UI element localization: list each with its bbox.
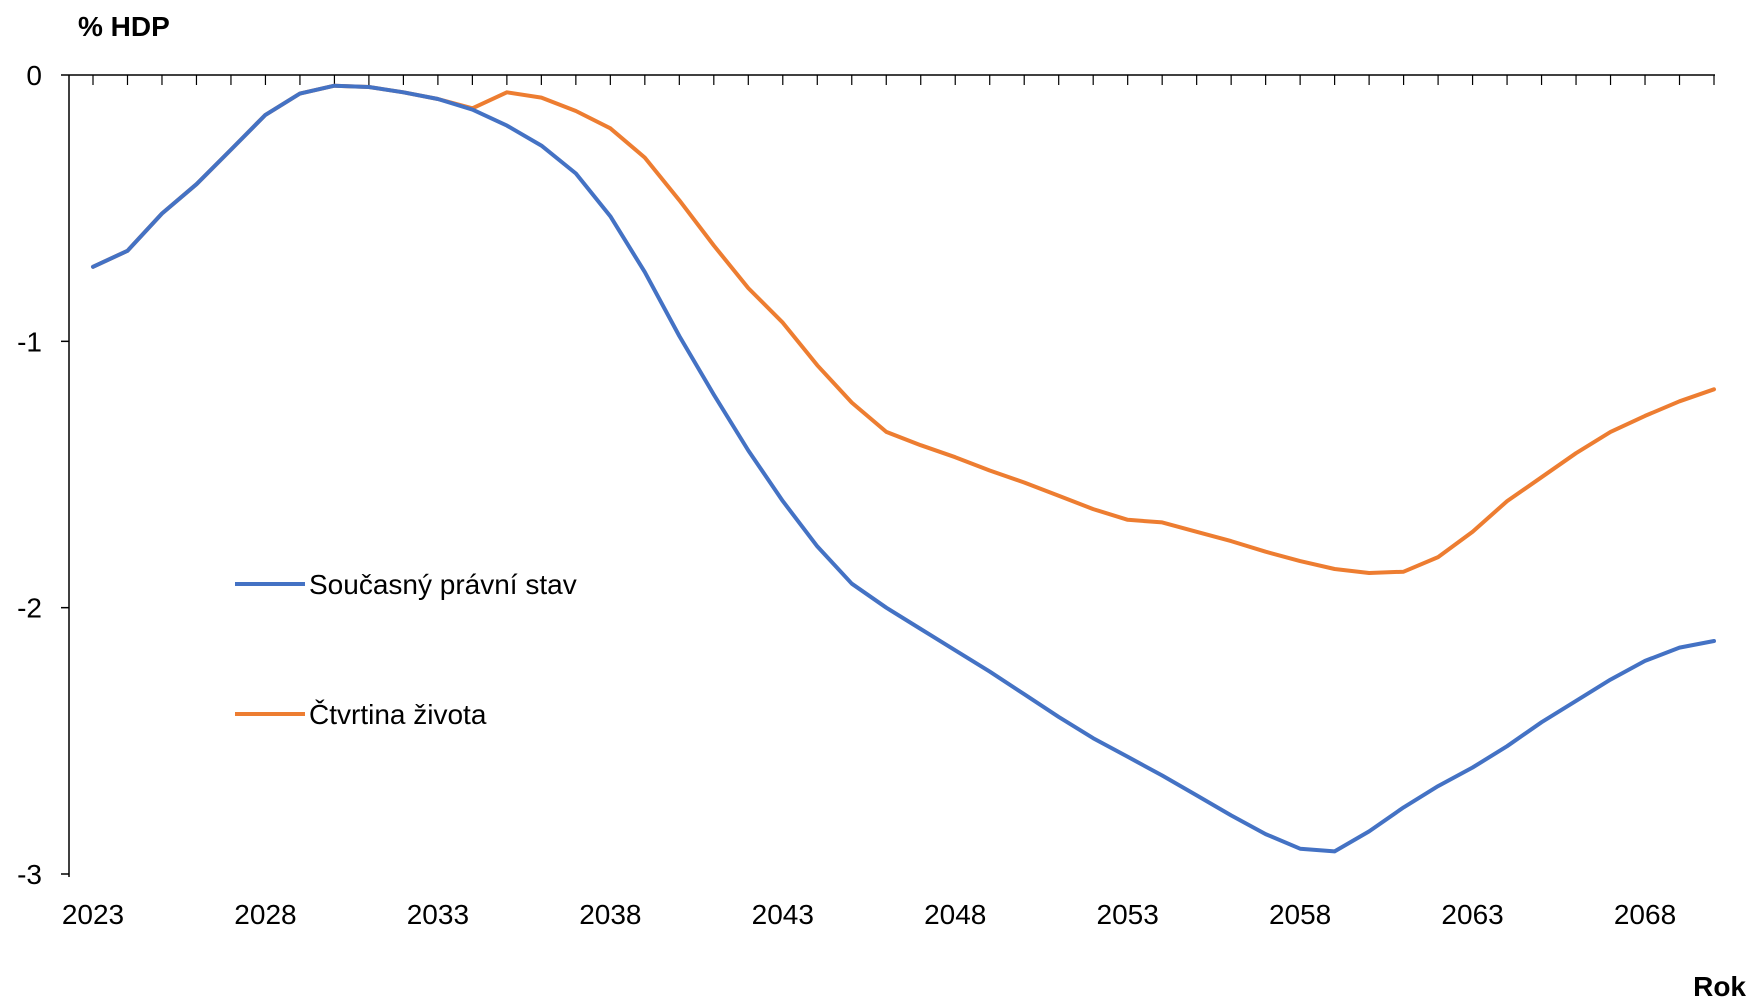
x-tick-label: 2023 — [62, 899, 124, 930]
y-tick-label: -2 — [17, 593, 42, 624]
y-axis-title: % HDP — [78, 11, 170, 42]
y-tick-label: -3 — [17, 859, 42, 890]
x-axis-title: Rok — [1693, 971, 1746, 1002]
x-tick-label: 2053 — [1097, 899, 1159, 930]
x-tick-label: 2063 — [1441, 899, 1503, 930]
y-ticks — [61, 74, 69, 875]
y-tick-label: 0 — [26, 60, 42, 91]
legend: Současný právní stav Čtvrtina života — [235, 569, 577, 730]
legend-label-ctvrtina: Čtvrtina života — [309, 699, 487, 730]
legend-item-1: Čtvrtina života — [235, 699, 487, 730]
x-tick-label: 2028 — [234, 899, 296, 930]
series-lines — [91, 83, 1716, 854]
x-tick-labels: 2023 2028 2033 2038 2043 2048 2053 2058 2063 2068 — [62, 899, 1676, 930]
x-ticks — [92, 75, 1715, 85]
x-tick-label: 2033 — [407, 899, 469, 930]
x-tick-label: 2038 — [579, 899, 641, 930]
y-tick-label: -1 — [17, 326, 42, 357]
legend-item-0: Současný právní stav — [235, 569, 577, 600]
series-line-soucasny-pravni-stav — [91, 83, 1716, 854]
series-line-ctvrtina-zivota — [91, 83, 1716, 575]
y-tick-labels: 0 -1 -2 -3 — [17, 60, 42, 890]
x-tick-label: 2048 — [924, 899, 986, 930]
x-tick-label: 2068 — [1614, 899, 1676, 930]
x-tick-label: 2058 — [1269, 899, 1331, 930]
legend-label-soucasny: Současný právní stav — [309, 569, 577, 600]
x-tick-label: 2043 — [752, 899, 814, 930]
